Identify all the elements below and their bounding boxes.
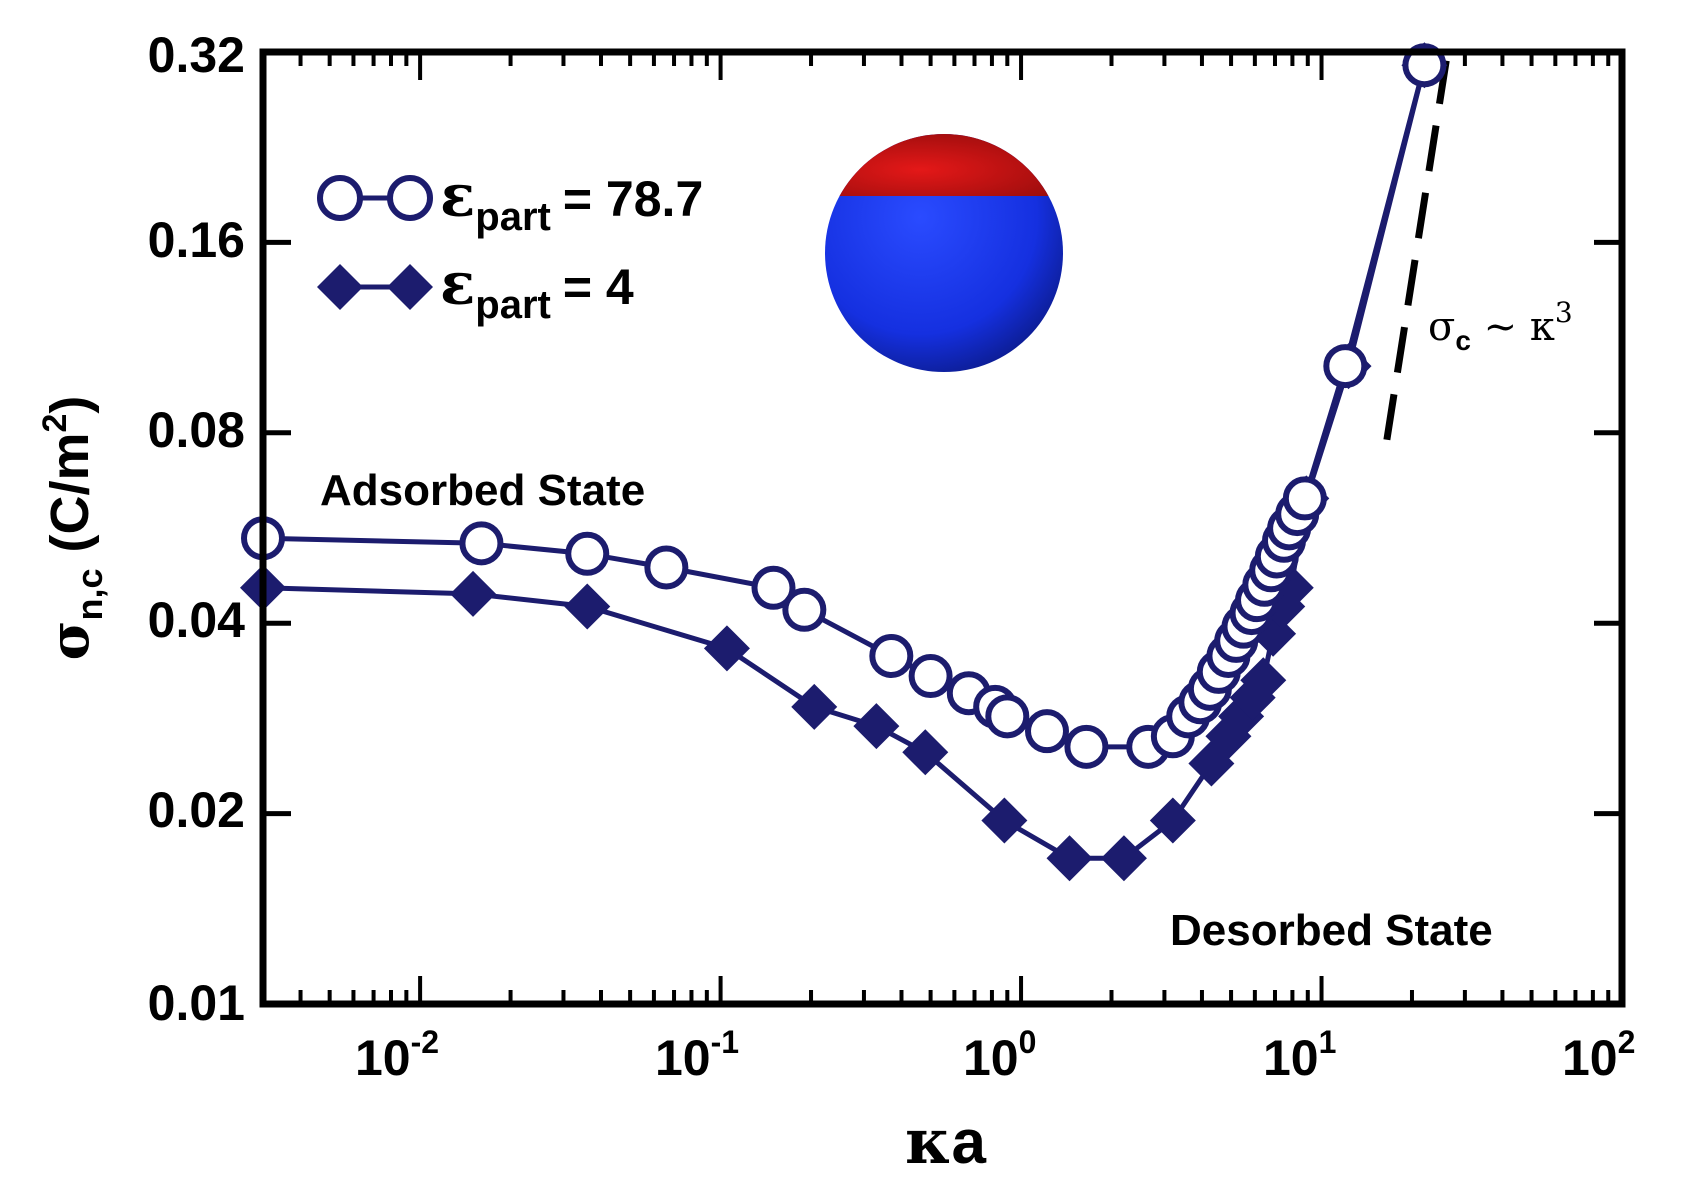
sphere-cap	[825, 134, 1063, 196]
y-tick-label: 0.02	[148, 782, 245, 838]
y-tick-label: 0.04	[148, 592, 246, 648]
data-point-diamond	[1240, 657, 1287, 704]
x-axis-title: κa	[905, 1105, 986, 1178]
legend-marker-diamond	[387, 264, 433, 310]
legend-marker-open-circle	[387, 175, 433, 221]
plot-frame	[259, 48, 1626, 1008]
data-point-diamond	[853, 703, 900, 750]
annotation-desorbed-state: Desorbed State	[1170, 906, 1493, 955]
x-tick-label: 10-2	[355, 1024, 439, 1086]
data-point-open-circle	[985, 694, 1030, 739]
legend-item-eps-4: εpart = 4	[317, 250, 634, 327]
data-point-diamond	[450, 570, 497, 617]
x-tick-label: 102	[1562, 1024, 1635, 1086]
annotation-adsorbed-state: Adsorbed State	[320, 466, 645, 515]
data-point-open-circle	[1402, 43, 1447, 88]
data-point-diamond	[1046, 835, 1093, 882]
y-tick-label: 0.32	[148, 27, 245, 83]
data-point-open-circle	[782, 587, 827, 632]
legend-label: εpart = 4	[440, 250, 634, 327]
data-point-diamond	[981, 797, 1028, 844]
data-point-open-circle	[1282, 476, 1327, 521]
series-line-1	[263, 64, 1427, 861]
y-tick-labels: 0.01 0.02 0.04 0.08 0.16 0.32	[148, 27, 246, 1031]
data-point-open-circle	[869, 633, 914, 678]
y-axis-title: σn,c(C/m2)	[36, 396, 110, 661]
legend-marker-diamond	[317, 264, 363, 310]
reference-line-kappa-cubed	[1383, 60, 1450, 441]
y-tick-label: 0.16	[148, 212, 245, 268]
data-point-diamond	[902, 729, 949, 776]
data-point-open-circle	[1064, 724, 1109, 769]
y-tick-label: 0.01	[148, 975, 245, 1031]
data-point-open-circle	[644, 545, 689, 590]
data-point-open-circle	[459, 521, 504, 566]
legend-label: εpart = 78.7	[440, 162, 703, 239]
legend-item-eps-78-7: εpart = 78.7	[317, 162, 703, 239]
legend: εpart = 78.7 εpart = 4	[317, 162, 703, 327]
y-tick-label: 0.08	[148, 402, 245, 458]
data-point-diamond	[1100, 835, 1147, 882]
data-point-open-circle	[908, 654, 953, 699]
data-point-diamond	[564, 583, 611, 630]
data-point-open-circle	[1025, 709, 1070, 754]
data-point-diamond	[703, 625, 750, 672]
data-point-diamond	[1149, 797, 1196, 844]
x-tick-label: 100	[963, 1024, 1036, 1086]
data-point-open-circle	[1323, 344, 1368, 389]
marker-layer	[240, 42, 1448, 882]
legend-marker-open-circle	[317, 175, 363, 221]
x-tick-labels: 10-2 10-1 100 101 102	[355, 1024, 1635, 1086]
x-tick-label: 101	[1263, 1024, 1336, 1086]
particle-sphere-inset	[825, 134, 1063, 372]
reference-line-label: σc ~ κ3	[1428, 296, 1573, 356]
data-point-open-circle	[565, 531, 610, 576]
data-point-open-circle	[751, 565, 796, 610]
data-point-diamond	[791, 683, 838, 730]
x-tick-label: 10-1	[655, 1024, 739, 1086]
